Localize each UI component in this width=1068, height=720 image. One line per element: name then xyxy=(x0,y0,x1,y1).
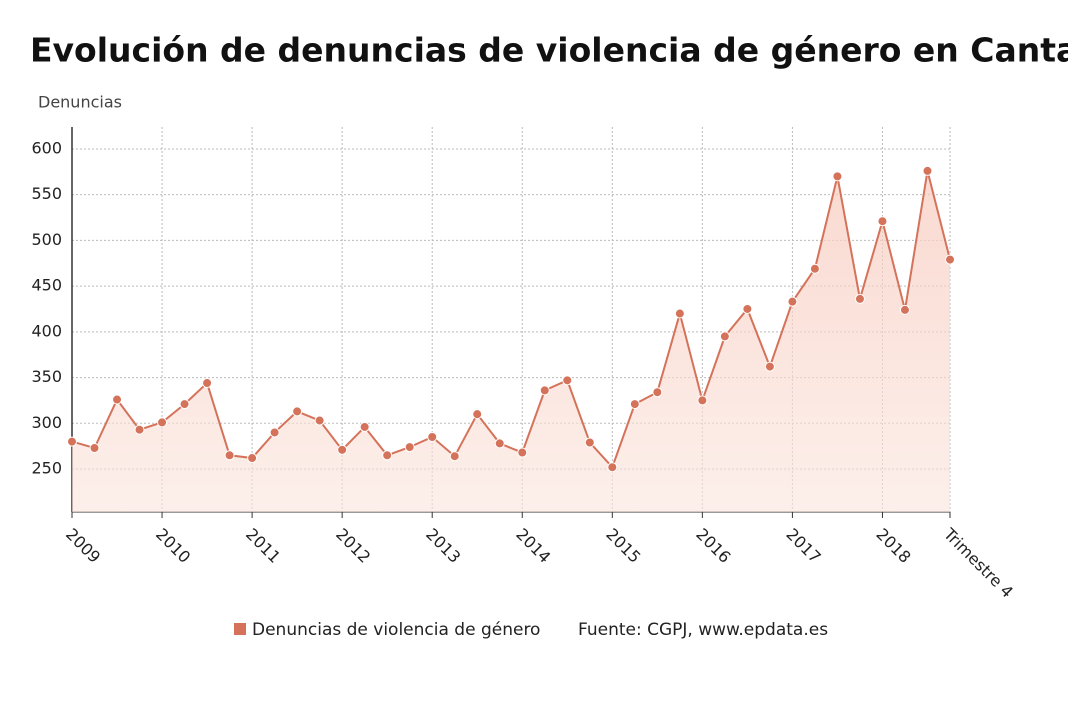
point xyxy=(224,450,235,461)
x-tick-label: 2011 xyxy=(242,525,284,567)
point xyxy=(179,399,190,410)
point xyxy=(697,395,708,406)
point xyxy=(539,385,550,396)
y-tick-label: 450 xyxy=(31,276,62,295)
point xyxy=(314,415,325,426)
x-tick-label: 2014 xyxy=(512,525,554,567)
point xyxy=(787,296,798,307)
x-tick-label: 2012 xyxy=(332,525,374,567)
x-tick-label: 2009 xyxy=(62,525,104,567)
point xyxy=(652,387,663,398)
point xyxy=(269,427,280,438)
y-tick-label: 400 xyxy=(31,321,62,340)
line xyxy=(71,170,951,470)
point xyxy=(832,171,843,182)
point xyxy=(922,165,933,176)
point xyxy=(472,409,483,420)
x-tick-label: 2010 xyxy=(152,525,194,567)
legend-swatch xyxy=(234,623,246,635)
x-tick-label: 2015 xyxy=(602,525,644,567)
chart-title: Evolución de denuncias de violencia de g… xyxy=(30,31,1068,70)
y-tick-label: 550 xyxy=(31,184,62,203)
point xyxy=(584,437,595,448)
point xyxy=(742,303,753,314)
point xyxy=(427,432,438,443)
y-tick-label: 300 xyxy=(31,413,62,432)
point xyxy=(517,447,528,458)
x-tick-label: 2018 xyxy=(872,525,914,567)
point xyxy=(112,394,123,405)
point xyxy=(292,406,303,417)
y-axis-label: Denuncias xyxy=(38,93,122,112)
point xyxy=(899,304,910,315)
point xyxy=(607,462,618,473)
legend-label: Denuncias de violencia de género xyxy=(252,620,540,640)
point xyxy=(945,254,955,265)
y-tick-label: 350 xyxy=(31,367,62,386)
point xyxy=(674,308,685,319)
y-tick-label: 600 xyxy=(31,138,62,157)
area xyxy=(72,170,950,512)
point xyxy=(719,331,730,342)
point xyxy=(449,451,460,462)
point xyxy=(337,444,348,455)
x-tick-label: Trimestre 4 xyxy=(939,524,1017,602)
x-tick-label: 2013 xyxy=(422,525,464,567)
x-tick-label: 2017 xyxy=(782,525,824,567)
point xyxy=(764,361,775,372)
point xyxy=(562,375,573,386)
y-tick-label: 500 xyxy=(31,230,62,249)
point xyxy=(877,216,888,227)
x-tick-label: 2016 xyxy=(692,525,734,567)
source: Fuente: CGPJ, www.epdata.es xyxy=(578,620,828,640)
point xyxy=(89,442,100,453)
point xyxy=(202,378,213,389)
plot-area: 250 300 350 400 450 500 550 600 2009 2010 2011 2012… xyxy=(31,127,1017,602)
point xyxy=(134,424,145,435)
point xyxy=(359,421,370,432)
point xyxy=(382,450,393,461)
point xyxy=(404,442,415,453)
point xyxy=(247,453,258,464)
point xyxy=(157,417,168,428)
point xyxy=(854,293,865,304)
y-tick-label: 250 xyxy=(31,459,62,478)
point xyxy=(67,436,77,447)
point xyxy=(629,399,640,410)
point xyxy=(809,263,820,274)
point xyxy=(494,438,505,449)
